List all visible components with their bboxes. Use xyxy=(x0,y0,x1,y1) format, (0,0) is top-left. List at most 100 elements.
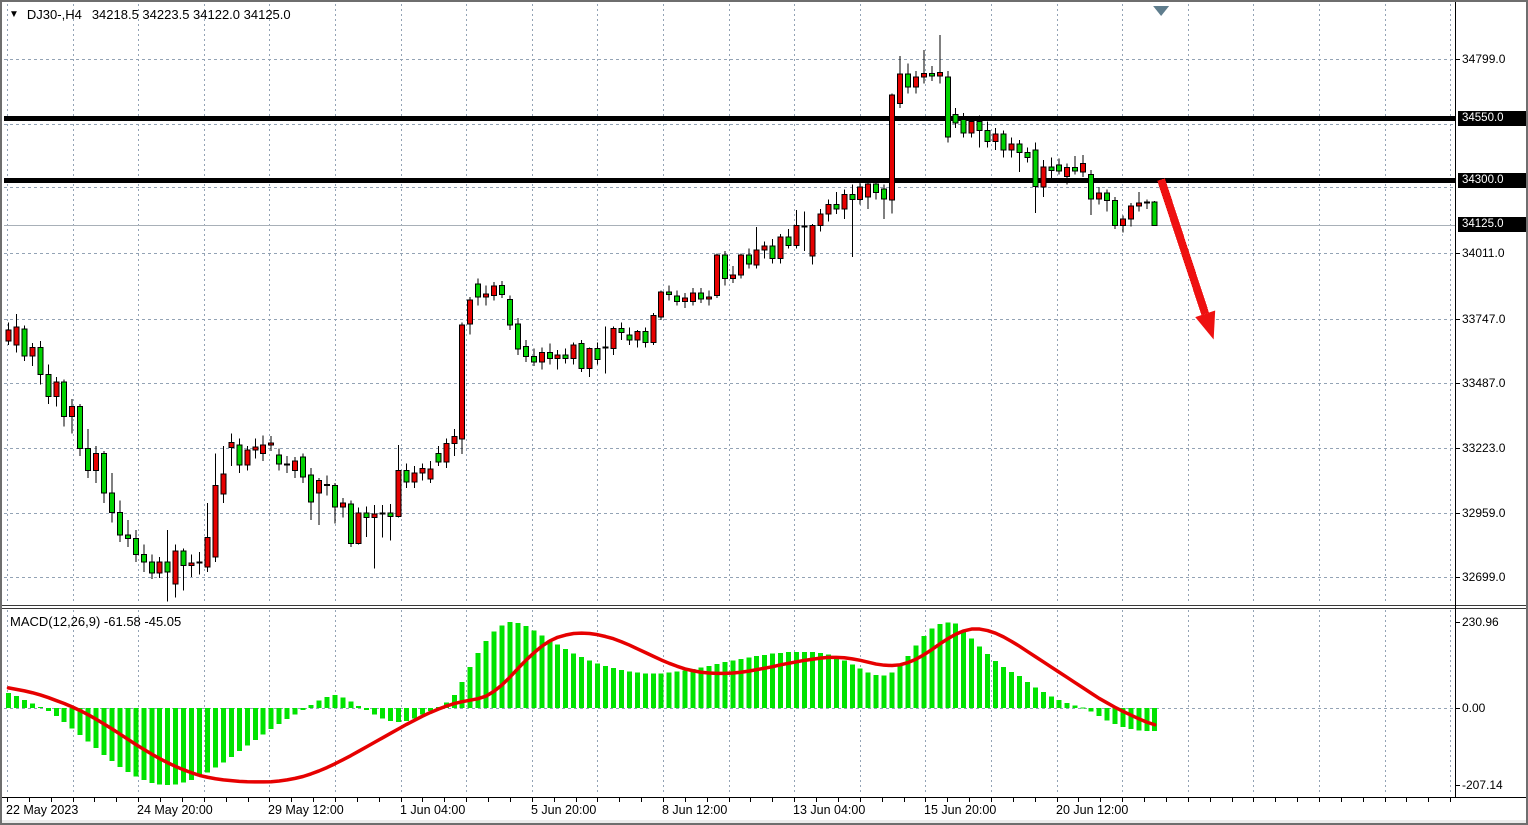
candle-body xyxy=(522,345,529,357)
macd-histogram-bar xyxy=(101,708,107,755)
macd-histogram-bar xyxy=(419,708,425,715)
candle-body xyxy=(713,254,720,296)
macd-histogram-bar xyxy=(1120,708,1126,727)
macd-histogram-bar xyxy=(396,708,402,723)
macd-histogram-bar xyxy=(746,657,752,708)
candle-body xyxy=(315,480,322,494)
macd-histogram-bar xyxy=(1048,696,1054,708)
macd-histogram-bar xyxy=(364,708,370,711)
candle-body xyxy=(897,73,904,105)
macd-histogram-bar xyxy=(857,668,863,708)
time-axis-label: 5 Jun 20:00 xyxy=(531,803,597,817)
macd-histogram-bar xyxy=(316,700,322,708)
macd-histogram-bar xyxy=(921,636,927,708)
macd-histogram-bar xyxy=(228,708,234,757)
time-axis-label: 8 Jun 12:00 xyxy=(662,803,728,817)
macd-histogram-bar xyxy=(507,622,513,708)
macd-histogram-bar xyxy=(324,696,330,708)
candle-body xyxy=(650,314,657,343)
candle-body xyxy=(570,344,577,359)
macd-histogram-bar xyxy=(929,628,935,708)
macd-histogram-bar xyxy=(1088,708,1094,712)
price-axis-label: 34799.0 xyxy=(1462,52,1506,66)
price-level-label: 34550.0 xyxy=(1458,111,1526,126)
candle-body xyxy=(1143,201,1150,204)
candle-body xyxy=(944,76,951,138)
macd-histogram-bar xyxy=(897,665,903,708)
macd-histogram-bar xyxy=(244,708,250,746)
macd-histogram-bar xyxy=(165,708,171,786)
candle-body xyxy=(841,193,848,210)
macd-histogram-bar xyxy=(1016,675,1022,708)
macd-histogram-bar xyxy=(587,660,593,708)
candle-body xyxy=(705,296,712,300)
candle-body xyxy=(204,536,211,568)
candle-body xyxy=(849,193,856,200)
candle-body xyxy=(825,203,832,215)
candle-body xyxy=(530,355,537,363)
macd-histogram-bar xyxy=(411,708,417,719)
macd-histogram-bar xyxy=(157,708,163,785)
candle-body xyxy=(1151,201,1158,226)
candle-body xyxy=(1032,149,1039,188)
candle-body xyxy=(347,503,354,545)
time-marker-icon xyxy=(1153,6,1170,16)
candle-body xyxy=(156,561,163,574)
price-axis-label: 33487.0 xyxy=(1462,376,1506,390)
macd-histogram-bar xyxy=(300,708,306,710)
macd-histogram-bar xyxy=(985,654,991,708)
macd-histogram-bar xyxy=(539,635,545,708)
candle-body xyxy=(546,351,553,360)
macd-histogram-bar xyxy=(475,652,481,708)
candle-body xyxy=(499,285,506,295)
candle-body xyxy=(21,328,28,357)
macd-histogram-bar xyxy=(953,623,959,708)
macd-histogram-bar xyxy=(459,681,465,708)
symbol-period-label: DJ30-,H4 xyxy=(26,7,82,22)
macd-histogram-bar xyxy=(61,708,67,723)
candle-body xyxy=(698,292,705,300)
candle-body xyxy=(419,468,426,474)
macd-histogram-bar xyxy=(236,708,242,752)
candle-body xyxy=(451,436,458,445)
candle-body xyxy=(300,456,307,478)
macd-histogram-bar xyxy=(833,656,839,708)
macd-histogram-bar xyxy=(722,662,728,708)
macd-histogram-bar xyxy=(889,672,895,708)
price-axis-label: 33223.0 xyxy=(1462,441,1506,455)
macd-histogram-bar xyxy=(252,708,258,741)
candle-body xyxy=(873,183,880,193)
macd-histogram-bar xyxy=(738,658,744,708)
candle-body xyxy=(642,331,649,343)
macd-histogram-bar xyxy=(802,651,807,708)
price-axis-label: 32959.0 xyxy=(1462,506,1506,520)
candle-body xyxy=(124,534,131,540)
price-level-label: 34300.0 xyxy=(1458,173,1526,188)
candle-body xyxy=(968,121,975,134)
candle-body xyxy=(634,331,641,341)
macd-histogram-bar xyxy=(666,672,672,708)
candle-body xyxy=(952,114,959,124)
macd-histogram-bar xyxy=(706,665,712,708)
price-axis-label: 34011.0 xyxy=(1462,246,1505,260)
candle-body xyxy=(992,133,999,142)
macd-histogram-bar xyxy=(467,667,473,708)
macd-histogram-bar xyxy=(29,703,35,708)
macd-histogram-bar xyxy=(865,672,871,708)
trend-arrow-head[interactable] xyxy=(1195,310,1216,340)
macd-histogram-bar xyxy=(69,708,75,729)
indicator-label: MACD(12,26,9) -61.58 -45.05 xyxy=(10,614,182,629)
macd-histogram-bar xyxy=(1072,705,1078,708)
candle-body xyxy=(188,562,195,567)
macd-histogram-bar xyxy=(1056,699,1062,708)
candle-body xyxy=(690,292,697,302)
candle-body xyxy=(602,346,609,349)
macd-histogram-bar xyxy=(881,675,887,708)
candle-body xyxy=(1064,166,1071,178)
macd-histogram-bar xyxy=(905,655,911,708)
candle-body xyxy=(936,71,943,77)
macd-histogram-bar xyxy=(969,638,975,708)
macd-histogram-bar xyxy=(372,708,378,715)
